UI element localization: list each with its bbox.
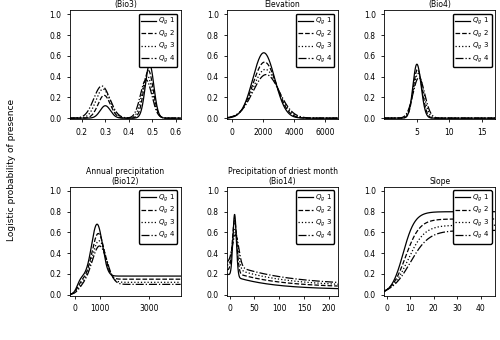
Legend: $Q_g$ 1, $Q_g$ 2, $Q_g$ 3, $Q_g$ 4: $Q_g$ 1, $Q_g$ 2, $Q_g$ 3, $Q_g$ 4 <box>138 14 177 67</box>
Title: Temperature seasonality
(Bio4): Temperature seasonality (Bio4) <box>392 0 487 10</box>
Legend: $Q_g$ 1, $Q_g$ 2, $Q_g$ 3, $Q_g$ 4: $Q_g$ 1, $Q_g$ 2, $Q_g$ 3, $Q_g$ 4 <box>453 14 492 67</box>
Text: Logistic probability of presence: Logistic probability of presence <box>8 99 16 241</box>
Legend: $Q_g$ 1, $Q_g$ 2, $Q_g$ 3, $Q_g$ 4: $Q_g$ 1, $Q_g$ 2, $Q_g$ 3, $Q_g$ 4 <box>138 190 177 243</box>
Legend: $Q_g$ 1, $Q_g$ 2, $Q_g$ 3, $Q_g$ 4: $Q_g$ 1, $Q_g$ 2, $Q_g$ 3, $Q_g$ 4 <box>296 14 335 67</box>
Legend: $Q_g$ 1, $Q_g$ 2, $Q_g$ 3, $Q_g$ 4: $Q_g$ 1, $Q_g$ 2, $Q_g$ 3, $Q_g$ 4 <box>453 190 492 243</box>
Title: Isothermality
(Bio3): Isothermality (Bio3) <box>100 0 151 10</box>
Title: Precipitation of driest month
(Bio14): Precipitation of driest month (Bio14) <box>228 167 338 186</box>
Title: Slope: Slope <box>429 177 450 186</box>
Title: Elevation: Elevation <box>264 0 300 10</box>
Title: Annual precipitation
(Bio12): Annual precipitation (Bio12) <box>86 167 164 186</box>
Legend: $Q_g$ 1, $Q_g$ 2, $Q_g$ 3, $Q_g$ 4: $Q_g$ 1, $Q_g$ 2, $Q_g$ 3, $Q_g$ 4 <box>296 190 335 243</box>
